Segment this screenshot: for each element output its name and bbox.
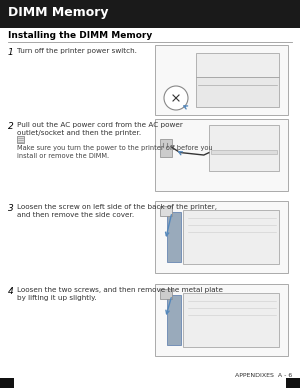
Bar [17,136,24,143]
Circle shape [164,86,188,110]
Bar [0,0,300,28]
Text: DIMM Memory: DIMM Memory [8,6,109,19]
Bar [196,77,279,107]
Text: 4: 4 [8,287,14,296]
Bar [160,206,172,216]
Text: Loosen the screw on left side of the back of the printer,
and then remove the si: Loosen the screw on left side of the bac… [17,204,217,218]
Text: Make sure you turn the power to the printer off before you
install or remove the: Make sure you turn the power to the prin… [17,145,213,159]
Text: APPENDIXES  A - 6: APPENDIXES A - 6 [235,373,292,378]
Text: Loosen the two screws, and then remove the metal plate
by lifting it up slightly: Loosen the two screws, and then remove t… [17,287,223,301]
Bar [155,201,288,273]
Bar [167,295,182,345]
Bar [183,293,279,347]
Bar [155,284,288,356]
Bar [167,212,182,262]
Text: Pull out the AC power cord from the AC power
outlet/socket and then the printer.: Pull out the AC power cord from the AC p… [17,122,183,136]
Bar [155,45,288,115]
Bar [0,378,14,388]
Bar [160,139,172,156]
Text: 3: 3 [8,204,14,213]
Bar [155,119,288,191]
Bar [183,210,279,264]
Bar [196,53,279,77]
Text: Installing the DIMM Memory: Installing the DIMM Memory [8,31,152,40]
Bar [160,289,172,299]
Bar [209,125,279,171]
Text: 2: 2 [8,122,14,131]
Text: 1: 1 [8,48,14,57]
Bar [286,378,300,388]
Text: Turn off the printer power switch.: Turn off the printer power switch. [17,48,137,54]
Bar [211,151,277,154]
